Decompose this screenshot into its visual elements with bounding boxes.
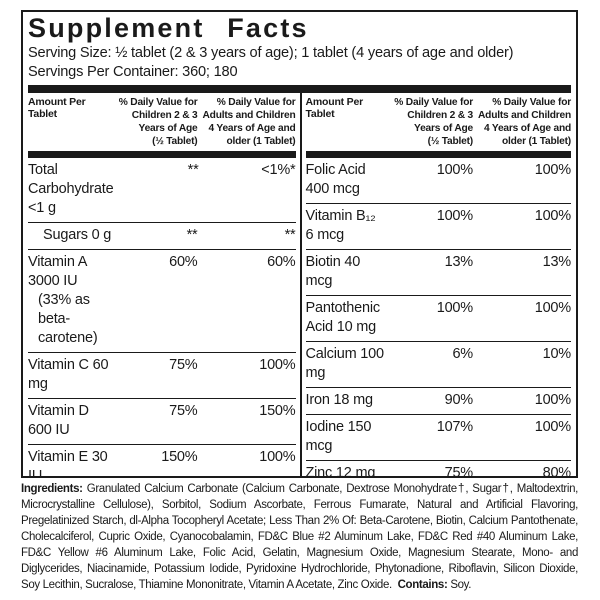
nutrient-row: Sugars 0 g ** ** <box>28 222 296 249</box>
nutrient-name: Vitamin D 600 IU <box>28 403 89 438</box>
dv-children-value: 75% <box>169 357 198 373</box>
dv-adults-value: 13% <box>542 254 572 270</box>
table-header-right: Amount Per Tablet % Daily Value for Chil… <box>306 93 572 150</box>
dv-adults-value: ** <box>284 227 296 243</box>
nutrient-row: Vitamin E 30 IU 150% 100% <box>28 444 296 478</box>
header-divider-bar <box>305 151 571 158</box>
dv-adults-value: 100% <box>534 419 571 435</box>
dv-adults-value: 100% <box>534 300 571 316</box>
nutrient-row: Iron 18 mg 90% 100% <box>305 387 571 414</box>
nutrient-row: Vitamin B₁₂ 6 mcg 100% 100% <box>305 203 571 249</box>
nutrient-row: Vitamin A 3000 IU (33% as beta-carotene) 6… <box>28 249 296 352</box>
nutrient-row: Calcium 100 mg 6% 10% <box>305 341 572 387</box>
nutrient-row: Pantothenic Acid 10 mg 100% 100% <box>305 295 571 341</box>
dv-adults-value: 100% <box>259 449 296 465</box>
header-dv-adults: % Daily Value for Adults and Children 4 … <box>202 97 296 147</box>
serving-size-text: Serving Size: ½ tablet (2 & 3 years of a… <box>28 45 514 61</box>
dv-adults-value: 100% <box>534 208 571 224</box>
panel-title: Supplement Facts <box>28 13 309 43</box>
dv-children-value: 90% <box>444 392 474 408</box>
dv-children-value: 6% <box>452 346 473 362</box>
nutrient-row: Vitamin C 60 mg 75% 100% <box>28 352 296 398</box>
dv-children-value: 60% <box>169 254 198 270</box>
nutrient-row: Iodine 150 mcg 107% 100% <box>305 414 571 460</box>
nutrient-row: Zinc 12 mg 75% 80% <box>305 460 572 478</box>
dv-adults-value: 100% <box>534 162 571 178</box>
dv-adults-value: 80% <box>542 465 572 478</box>
header-dv-children: % Daily Value for Children 2 & 3 Years o… <box>394 97 473 147</box>
dv-children-value: 100% <box>436 162 473 178</box>
nutrient-name: Folic Acid 400 mcg <box>305 162 366 197</box>
dv-children-value: 13% <box>444 254 474 270</box>
nutrient-name: Biotin 40 mcg <box>305 254 361 289</box>
nutrient-name: Iodine 150 mcg <box>305 419 372 454</box>
dv-children-value: 75% <box>444 465 474 478</box>
dv-adults-value: 100% <box>534 392 571 408</box>
nutrient-name: Vitamin A 3000 IU (33% as beta-carotene) <box>28 253 112 348</box>
nutrient-name: Pantothenic Acid 10 mg <box>305 300 381 335</box>
dv-adults-value: <1%* <box>261 162 296 178</box>
ingredients-label: Ingredients: <box>21 483 83 495</box>
nutrient-name: Total Carbohydrate <1 g <box>28 162 114 216</box>
header-dv-adults: % Daily Value for Adults and Children 4 … <box>478 97 571 147</box>
header-divider-bar <box>28 151 296 158</box>
nutrient-name: Sugars 0 g <box>43 227 112 243</box>
nutrient-table-left: Amount Per Tablet % Daily Value for Chil… <box>28 93 300 478</box>
header-amount-per-tablet: Amount Per Tablet <box>28 96 86 120</box>
dv-adults-value: 60% <box>267 254 296 270</box>
nutrient-name: Vitamin B₁₂ 6 mcg <box>305 208 376 243</box>
nutrient-name: Vitamin E 30 IU <box>28 449 108 478</box>
dv-children-value: 100% <box>436 208 473 224</box>
dv-adults-value: 10% <box>542 346 572 362</box>
servings-per-container-text: Servings Per Container: 360; 180 <box>28 64 238 80</box>
dv-children-value: ** <box>187 162 199 178</box>
nutrient-rows-left: Total Carbohydrate <1 g ** <1%* Sugars 0 g *… <box>28 158 296 478</box>
serving-section-divider-bar <box>28 85 571 93</box>
dv-adults-value: 150% <box>259 403 296 419</box>
dv-children-value: 75% <box>169 403 198 419</box>
nutrient-name: Zinc 12 mg <box>305 465 376 478</box>
nutrient-row: Biotin 40 mcg 13% 13% <box>305 249 572 295</box>
ingredients-paragraph: Ingredients: Granulated Calcium Carbonat… <box>21 481 578 593</box>
dv-children-value: 150% <box>161 449 198 465</box>
dv-children-value: ** <box>186 227 198 243</box>
dv-children-value: 107% <box>436 419 473 435</box>
nutrient-name: Calcium 100 mg <box>305 346 385 381</box>
supplement-facts-panel: Supplement Facts Serving Size: ½ tablet … <box>21 10 578 478</box>
nutrient-rows-right: Folic Acid 400 mcg 100% 100% Vitamin B₁₂ 6 … <box>305 158 572 478</box>
nutrient-row: Folic Acid 400 mcg 100% 100% <box>306 158 572 203</box>
nutrient-tables: Amount Per Tablet % Daily Value for Chil… <box>28 93 572 478</box>
contains-label: Contains: <box>397 579 448 591</box>
dv-adults-value: 100% <box>259 357 296 373</box>
ingredients-text: Granulated Calcium Carbonate (Calcium Ca… <box>21 483 578 591</box>
dv-children-value: 100% <box>436 300 473 316</box>
nutrient-name: Iron 18 mg <box>305 392 374 408</box>
header-amount-per-tablet: Amount Per Tablet <box>305 96 364 120</box>
nutrient-row: Total Carbohydrate <1 g ** <1%* <box>28 158 296 222</box>
nutrient-name-subline: (33% as beta-carotene) <box>38 292 98 346</box>
nutrient-table-right: Amount Per Tablet % Daily Value for Chil… <box>299 93 572 478</box>
table-header-left: Amount Per Tablet % Daily Value for Chil… <box>28 93 296 150</box>
contains-text: Soy. <box>450 579 472 591</box>
nutrient-row: Vitamin D 600 IU 75% 150% <box>28 398 296 444</box>
nutrient-name: Vitamin C 60 mg <box>28 357 109 392</box>
header-dv-children: % Daily Value for Children 2 & 3 Years o… <box>118 97 198 147</box>
